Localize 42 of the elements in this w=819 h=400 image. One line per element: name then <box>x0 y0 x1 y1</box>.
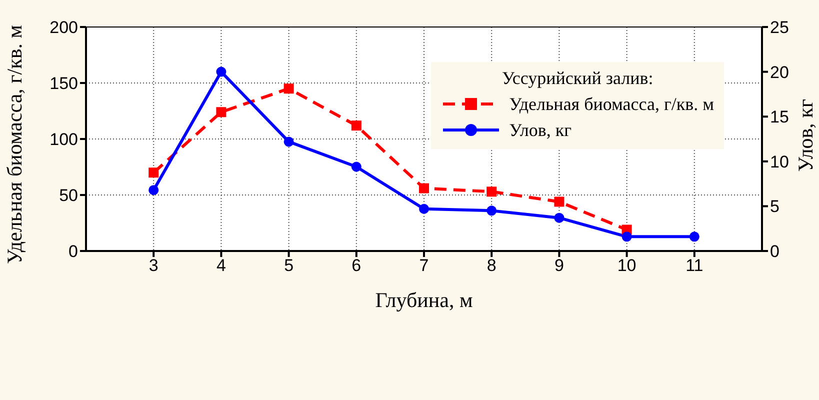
point <box>284 136 294 147</box>
y2-tick-label: 0 <box>770 242 780 262</box>
y-axis-title: Удельная биомасса, г/кв. м <box>2 24 26 264</box>
x-tick-label: 8 <box>486 256 496 276</box>
y2-tick-label: 20 <box>770 62 789 82</box>
x-tick-label: 6 <box>352 256 362 276</box>
y-tick-label: 50 <box>59 186 78 206</box>
point <box>284 84 294 94</box>
point <box>148 168 159 178</box>
point <box>554 212 564 223</box>
point <box>351 162 362 172</box>
point <box>351 120 362 131</box>
y2-tick-label: 5 <box>770 197 780 216</box>
legend-title: Уссурийский залив: <box>500 68 654 89</box>
y2-tick-label: 15 <box>770 108 789 127</box>
point <box>622 232 632 242</box>
y-tick-label: 100 <box>50 130 78 150</box>
x-tick-label: 10 <box>617 256 636 276</box>
point <box>419 183 429 194</box>
y-tick-label: 150 <box>50 74 78 94</box>
point <box>554 196 564 207</box>
point <box>148 185 159 196</box>
x-tick-label: 7 <box>419 256 429 276</box>
x-tick-label: 9 <box>554 256 564 276</box>
x-axis-title: Глубина, м <box>375 288 473 312</box>
point <box>486 206 497 216</box>
y-tick-label: 200 <box>50 18 78 38</box>
y2-axis-title: Улов, кг <box>793 98 818 172</box>
point <box>216 66 226 77</box>
x-tick-label: 3 <box>148 256 158 276</box>
legend-label: Улов, кг <box>509 119 572 142</box>
legend-label: Удельная биомасса, г/кв. м <box>509 93 714 116</box>
point <box>419 204 429 214</box>
x-tick-label: 4 <box>216 256 226 276</box>
y2-tick-label: 10 <box>770 152 789 172</box>
x-tick-label: 11 <box>686 256 704 276</box>
point <box>689 232 700 242</box>
x-tick-label: 5 <box>284 256 294 276</box>
point <box>216 107 226 118</box>
y-tick-label: 0 <box>68 242 78 262</box>
y2-tick-label: 25 <box>770 18 789 38</box>
point <box>486 186 497 197</box>
